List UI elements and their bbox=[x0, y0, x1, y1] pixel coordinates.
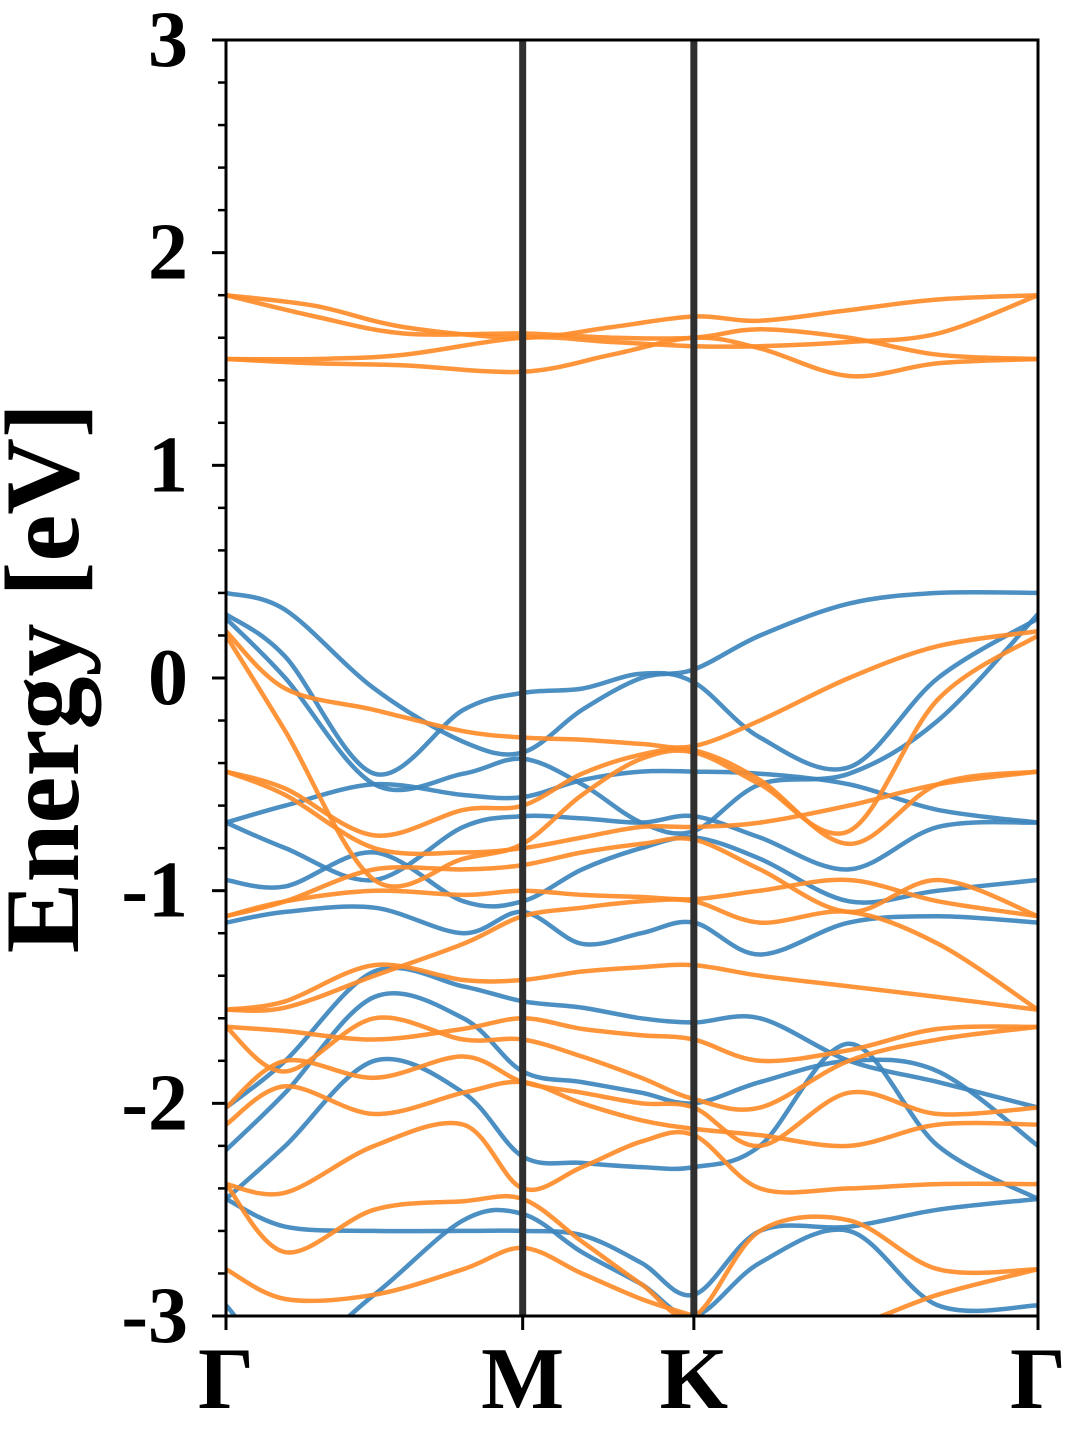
band-line-b-12 bbox=[226, 292, 1038, 340]
band-line-a-5 bbox=[226, 834, 1038, 909]
x-tick-label: Γ bbox=[198, 1331, 254, 1428]
band-line-a-4 bbox=[226, 813, 1038, 883]
y-tick-label: -2 bbox=[121, 1059, 188, 1147]
band-line-b-18 bbox=[226, 746, 1038, 847]
band-line-b-19 bbox=[226, 769, 1038, 857]
y-tick-label: 2 bbox=[148, 209, 188, 297]
band-line-b-30 bbox=[226, 1245, 1038, 1316]
band-line-a-7 bbox=[226, 965, 1038, 1110]
band-line-b-23 bbox=[226, 962, 1038, 1013]
path-divider-layer bbox=[519, 40, 698, 1316]
band-line-a-9 bbox=[226, 1041, 1038, 1201]
y-tick-label: 3 bbox=[148, 0, 188, 84]
y-axis: 3 2 1 0 -1 -2 -3 bbox=[121, 0, 226, 1360]
band-line-a-8 bbox=[226, 991, 1038, 1152]
y-tick-label: 1 bbox=[148, 421, 188, 509]
x-tick-label: K bbox=[660, 1331, 728, 1428]
band-line-b-22 bbox=[226, 897, 1038, 1013]
band-line-b-15 bbox=[226, 335, 1038, 379]
band-line-a-6 bbox=[226, 904, 1038, 957]
band-line-b-20 bbox=[226, 835, 1038, 919]
band-line-b-27 bbox=[226, 1079, 1038, 1149]
band-line-b-16 bbox=[226, 628, 1038, 750]
band-line-a-2 bbox=[226, 612, 1038, 836]
band-line-a-1 bbox=[226, 612, 1038, 777]
band-line-b-25 bbox=[226, 1015, 1038, 1112]
band-line-a-0 bbox=[226, 589, 1038, 757]
band-line-b-13 bbox=[226, 293, 1038, 362]
band-line-b-24 bbox=[226, 1016, 1038, 1064]
y-tick-label: 0 bbox=[148, 634, 188, 722]
band-line-b-28 bbox=[226, 1120, 1038, 1197]
band-line-b-29 bbox=[226, 1182, 1038, 1316]
x-tick-label: Γ bbox=[1010, 1331, 1066, 1428]
y-tick-label: -3 bbox=[121, 1272, 188, 1360]
y-tick-label: -1 bbox=[121, 847, 188, 935]
band-line-b-26 bbox=[226, 1054, 1038, 1149]
y-axis-label: Energy [eV] bbox=[0, 403, 101, 953]
band-line-a-10 bbox=[226, 1196, 1038, 1298]
x-tick-label: M bbox=[481, 1331, 564, 1428]
band-series-layer bbox=[226, 292, 1038, 1316]
band-line-b-21 bbox=[226, 877, 1038, 919]
